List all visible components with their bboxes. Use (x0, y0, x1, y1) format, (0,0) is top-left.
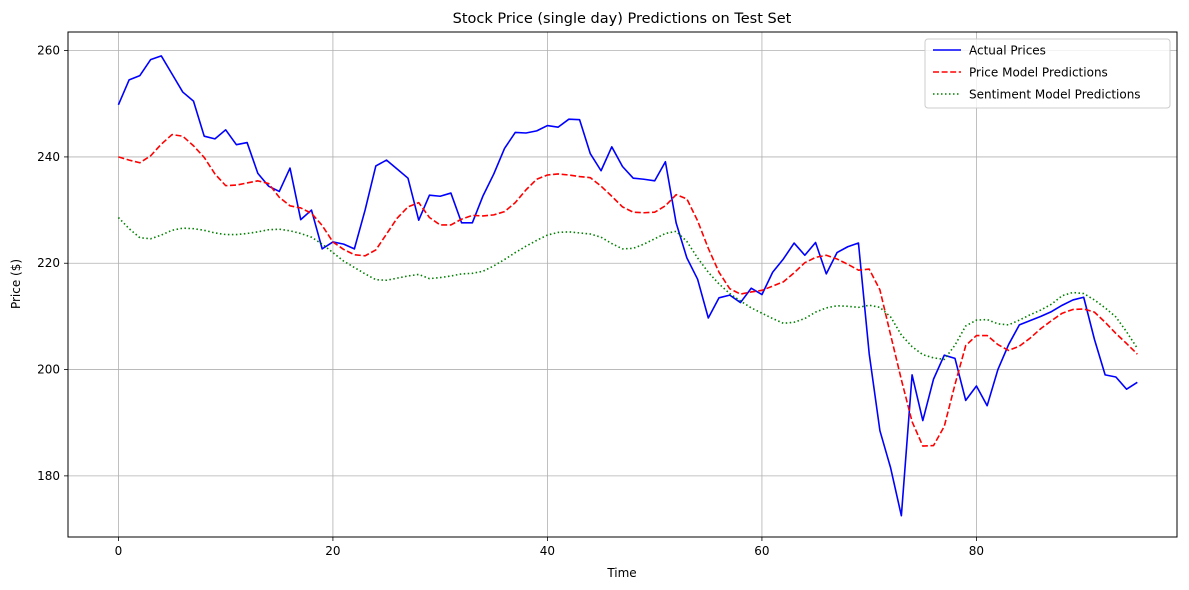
chart-title: Stock Price (single day) Predictions on … (453, 11, 792, 27)
legend-label-1: Actual Prices (969, 44, 1046, 58)
legend-label-3: Sentiment Model Predictions (969, 88, 1141, 102)
x-axis-label: Time (606, 566, 636, 580)
legend: Actual Prices Price Model Predictions Sent… (924, 38, 1171, 109)
x-tick-label: 60 (754, 544, 769, 558)
x-tick-label: 0 (115, 544, 123, 558)
y-tick-label: 240 (37, 150, 60, 164)
y-tick-label: 220 (37, 256, 60, 270)
series-line-2 (118, 133, 1138, 447)
plot-series (117, 55, 1138, 517)
series-line-1 (117, 55, 1138, 517)
legend-label-2: Price Model Predictions (969, 66, 1108, 80)
x-tick-label: 20 (325, 544, 340, 558)
x-tick-label: 80 (969, 544, 984, 558)
axis-ticks: 0 20 40 60 80 180 200 220 240 260 (37, 44, 984, 558)
x-tick-label: 40 (540, 544, 555, 558)
y-tick-label: 200 (37, 363, 60, 377)
legend-box (924, 38, 1171, 109)
series-line-3 (117, 216, 1138, 361)
y-tick-label: 180 (37, 469, 60, 483)
plot-area-frame (67, 31, 1178, 538)
y-axis-label: Price ($) (9, 259, 23, 309)
y-tick-label: 260 (37, 44, 60, 58)
